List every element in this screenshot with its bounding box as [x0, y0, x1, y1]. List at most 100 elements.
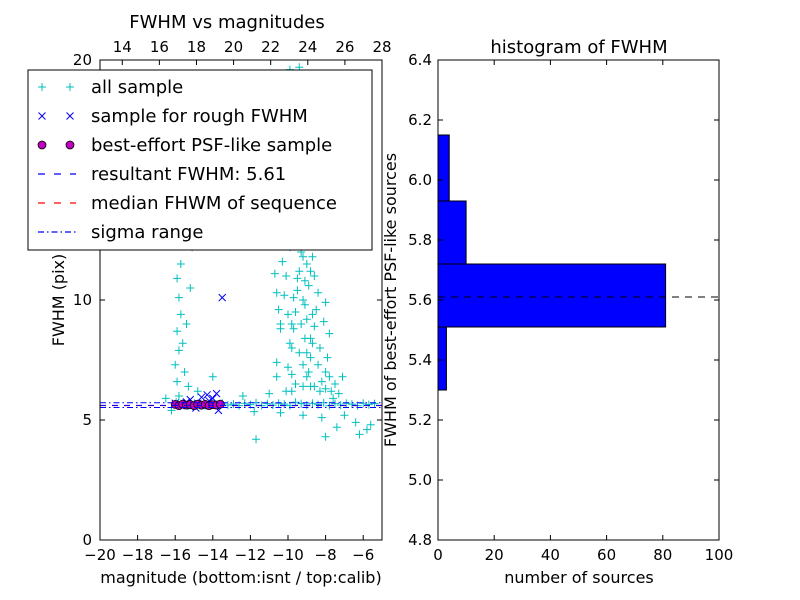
hist-x-tick-label: 80: [653, 546, 672, 564]
legend-entry: median FHWM of sequence: [38, 193, 337, 214]
all-sample-point: [171, 360, 180, 369]
histogram-panel: 0 20 40 60 80 100 4.8 5.0 5.2 5.4 5.6 5.8 6.0 6.2 6.4…: [381, 37, 733, 587]
hist-y-tick-label: 5.2: [408, 411, 432, 429]
hist-y-tick-label: 5.0: [408, 471, 432, 489]
all-sample-point: [302, 260, 311, 268]
all-sample-point: [300, 276, 309, 285]
all-sample-point: [331, 380, 339, 388]
all-sample-point: [293, 274, 302, 283]
all-sample-point: [321, 298, 330, 307]
all-sample-point: [321, 368, 330, 376]
all-sample-point: [176, 260, 185, 268]
all-sample-point: [315, 344, 324, 352]
x-top-tick-label: 18: [187, 38, 206, 56]
hist-x-tick-label: 40: [541, 546, 560, 564]
all-sample-point: [308, 252, 317, 261]
x-top-tick-label: 16: [150, 38, 169, 56]
x-axis-top: 14 16 18 20 22 24 26 28: [113, 38, 392, 65]
all-sample-point: [289, 324, 298, 333]
all-sample-point: [287, 320, 296, 328]
all-sample-point: [291, 308, 300, 316]
legend-marker-circle: [37, 140, 47, 150]
hist-y-tick-label: 5.4: [408, 351, 432, 369]
all-sample-point: [325, 372, 334, 381]
hist-x-tick-label: 60: [597, 546, 616, 564]
all-sample-point: [297, 399, 306, 408]
all-sample-point: [173, 327, 182, 336]
y-tick-label: 10: [73, 291, 92, 309]
all-sample-point: [300, 300, 309, 309]
x-tick-label: −10: [272, 546, 304, 564]
y-tick-label: 5: [82, 411, 92, 429]
all-sample-point: [295, 348, 304, 357]
all-sample-point: [340, 411, 349, 420]
all-sample-point: [178, 339, 187, 348]
x-tick-label: −8: [315, 546, 337, 564]
all-sample-point: [176, 310, 185, 319]
scatter-legend: all sample sample for rough FWHM best-effo…: [27, 69, 373, 251]
histogram-title: histogram of FWHM: [490, 37, 667, 58]
all-sample-point: [364, 400, 373, 409]
legend-marker-x: [38, 112, 46, 120]
all-sample-point: [276, 408, 285, 417]
all-sample-point: [304, 368, 313, 376]
rough-fwhm-point: [208, 394, 217, 403]
x-tick-label: −6: [352, 546, 374, 564]
all-sample-point: [265, 389, 274, 398]
legend-label: sample for rough FWHM: [91, 106, 308, 127]
x-top-tick-label: 24: [298, 38, 317, 56]
x-top-tick-label: 28: [372, 38, 391, 56]
rough-fwhm-point: [203, 390, 212, 399]
all-sample-point: [173, 274, 182, 283]
hist-x-tick-label: 100: [705, 546, 734, 564]
all-sample-point: [287, 370, 296, 379]
all-sample-point: [174, 392, 183, 400]
legend-label: best-effort PSF-like sample: [91, 135, 332, 156]
rough-fwhm-point: [218, 293, 227, 302]
all-sample-point: [319, 317, 328, 326]
x-tick-label: −16: [159, 546, 191, 564]
rough-fwhm-point: [197, 393, 206, 402]
all-sample-point: [208, 372, 217, 381]
hist-x-axis: 0 20 40 60 80 100: [433, 60, 733, 564]
hist-x-tick-label: 0: [433, 546, 443, 564]
all-sample-point: [280, 291, 289, 300]
all-sample-point: [329, 394, 338, 403]
all-sample-point: [252, 435, 261, 444]
all-sample-point: [366, 420, 375, 429]
all-sample-point: [314, 288, 323, 297]
all-sample-point: [327, 387, 336, 396]
all-sample-point: [338, 372, 347, 381]
all-sample-point: [325, 329, 334, 338]
all-sample-point: [272, 288, 281, 297]
legend-marker-x: [66, 112, 74, 120]
all-sample-point: [287, 344, 296, 352]
all-sample-point: [317, 413, 326, 422]
x-top-tick-label: 26: [335, 38, 354, 56]
legend-marker-plus: [38, 83, 46, 91]
legend-label: resultant FWHM: 5.61: [91, 164, 286, 185]
all-sample-point: [263, 399, 272, 408]
all-sample-point: [289, 293, 298, 302]
all-sample-point: [250, 407, 259, 416]
legend-entry: resultant FWHM: 5.61: [38, 164, 286, 185]
all-sample-point: [284, 310, 292, 319]
all-sample-point: [280, 400, 289, 409]
all-sample-point: [299, 252, 308, 261]
hist-y-axis: 4.8 5.0 5.2 5.4 5.6 5.8 6.0 6.2 6.4: [408, 51, 719, 549]
legend-label: median FHWM of sequence: [91, 193, 337, 214]
all-sample-point: [370, 399, 379, 408]
all-sample-point: [315, 387, 324, 396]
all-sample-point: [299, 296, 308, 304]
all-sample-point: [332, 423, 341, 432]
all-sample-point: [321, 432, 330, 441]
all-sample-point: [270, 269, 279, 278]
x-tick-label: −20: [84, 546, 116, 564]
all-sample-point: [186, 284, 195, 292]
all-sample-point: [317, 377, 326, 386]
x-top-tick-label: 14: [113, 38, 132, 56]
scatter-panel: −20 −18 −16 −14 −12 −10 −8 −6 14 16 18 20 22 24 26 28 …: [27, 12, 392, 587]
all-sample-point: [297, 320, 306, 328]
all-sample-point: [284, 363, 292, 372]
hist-y-tick-label: 4.8: [408, 531, 432, 549]
